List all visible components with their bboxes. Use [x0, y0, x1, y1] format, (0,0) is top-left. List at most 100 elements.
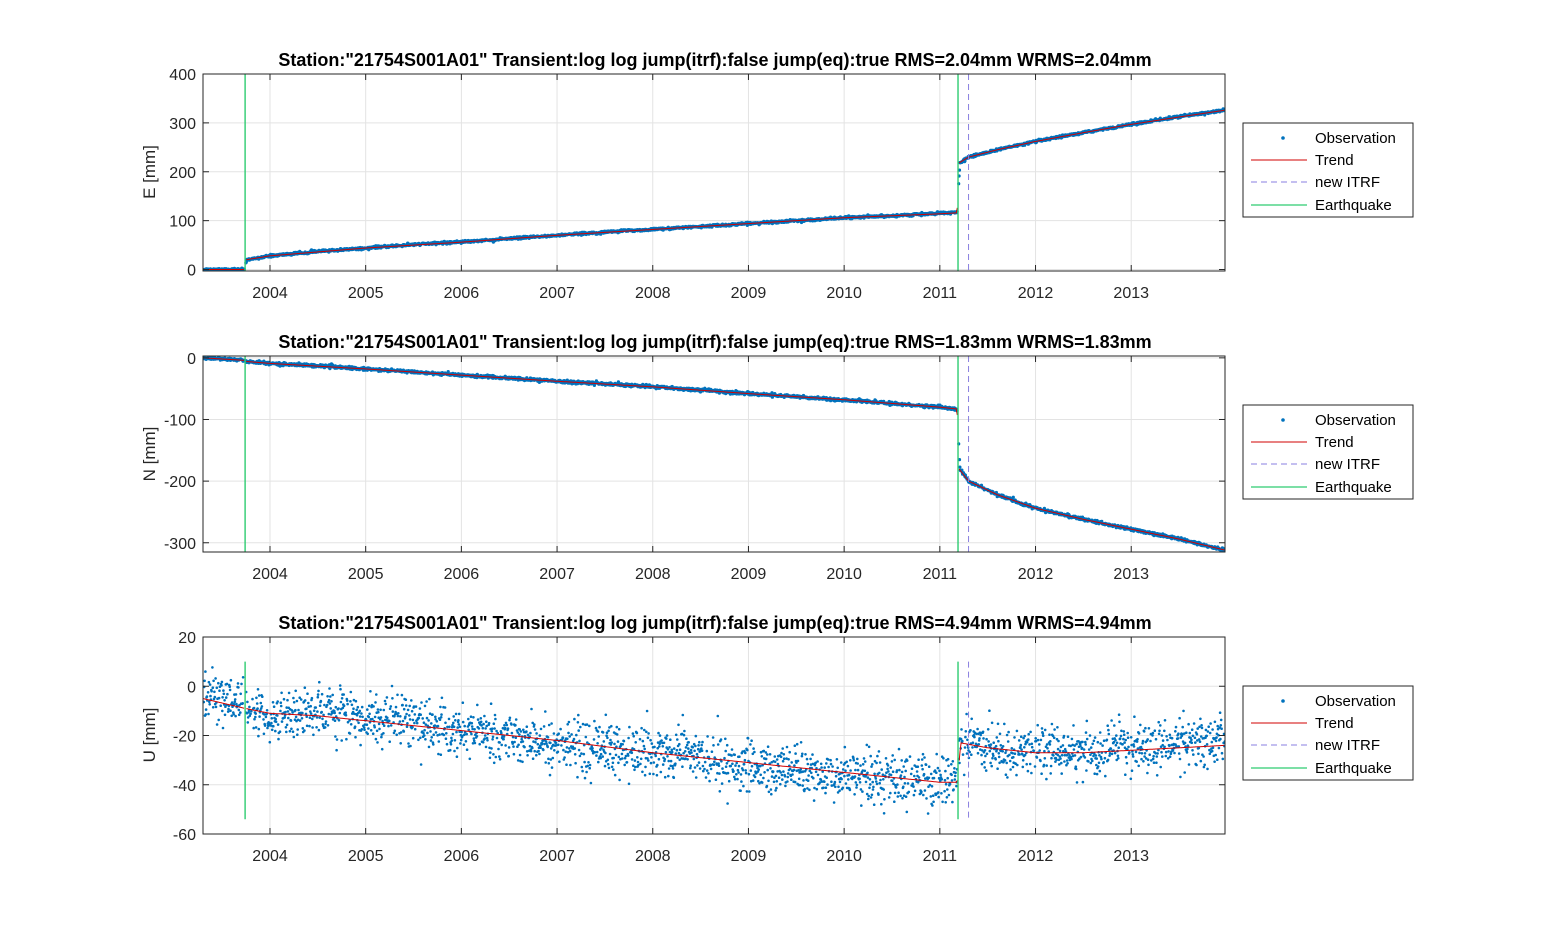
y-tick-label: 100 — [169, 214, 196, 231]
legend-observation-marker — [1281, 136, 1285, 140]
legend-trend-label: Trend — [1315, 152, 1354, 169]
observation-point — [211, 686, 215, 689]
x-tick-label: 2006 — [444, 285, 480, 302]
y-tick-label: 0 — [187, 263, 196, 280]
observation-point — [221, 696, 224, 699]
x-tick-label: 2013 — [1113, 285, 1149, 302]
observation-point — [224, 696, 228, 699]
observation-point — [228, 685, 231, 688]
observation-point — [214, 705, 218, 709]
observation-point — [203, 679, 206, 683]
x-tick-label: 2011 — [923, 566, 958, 583]
plot-background — [203, 356, 1225, 552]
x-tick-label: 2004 — [252, 285, 288, 302]
x-tick-label: 2011 — [923, 285, 958, 302]
observation-point — [226, 710, 230, 713]
panel-north: Station:"21754S001A01" Transient:log log… — [140, 332, 1414, 583]
data-layer — [203, 74, 1225, 271]
data-layer — [203, 661, 1225, 820]
observation-point — [1203, 113, 1207, 117]
observation-point — [215, 686, 219, 690]
observation-point — [215, 723, 219, 726]
trend-line — [958, 468, 1225, 551]
x-tick-label: 2004 — [252, 566, 288, 583]
observation-point — [206, 691, 210, 694]
legend-observation-label: Observation — [1315, 412, 1396, 429]
chart-title: Station:"21754S001A01" Transient:log log… — [278, 50, 1151, 70]
trend-line — [246, 207, 958, 261]
legend-box — [1242, 404, 1414, 500]
y-tick-label: 200 — [169, 165, 196, 182]
observation-point — [233, 700, 237, 703]
legend: Observation Trend new ITRF Earthquake — [1242, 404, 1414, 500]
x-tick-label: 2010 — [826, 566, 862, 583]
trend-line — [246, 360, 958, 416]
plot-area: 2004 2005 2006 2007 2008 2009 2010 2011 2012 2013… — [173, 630, 1226, 865]
x-tick-label: 2009 — [731, 285, 767, 302]
x-tick-label: 2008 — [635, 285, 671, 302]
plot-area: 2004 2005 2006 2007 2008 2009 2010 2011 2012 2013… — [164, 351, 1226, 583]
observation-point — [226, 692, 229, 696]
observation-point — [222, 692, 226, 696]
observation-point — [203, 700, 206, 704]
observation-point — [232, 713, 235, 716]
plot-background — [203, 74, 1225, 271]
axes-frame — [202, 355, 1226, 553]
observation-point — [1011, 495, 1015, 499]
y-tick-label: 400 — [169, 67, 196, 84]
legend-observation-label: Observation — [1315, 130, 1396, 147]
observation-point — [994, 490, 999, 495]
observation-point — [209, 694, 212, 698]
observation-point — [208, 700, 211, 704]
legend-box — [1242, 122, 1414, 218]
observation-point — [230, 701, 234, 704]
chart-title: Station:"21754S001A01" Transient:log log… — [278, 332, 1151, 352]
x-tick-label: 2005 — [348, 566, 384, 583]
observation-point — [228, 688, 232, 692]
observation-point — [217, 718, 220, 722]
observation-point — [446, 370, 450, 374]
x-tick-label: 2008 — [635, 566, 671, 583]
legend-trend-label: Trend — [1315, 434, 1354, 451]
panel-up: Station:"21754S001A01" Transient:log log… — [140, 613, 1414, 865]
observation-point — [207, 712, 210, 716]
legend: Observation Trend new ITRF Earthquake — [1242, 122, 1414, 218]
observation-point — [219, 704, 222, 707]
observation-point — [218, 689, 221, 692]
x-tick-label: 2012 — [1018, 285, 1054, 302]
y-tick-label: 300 — [169, 116, 196, 133]
plot-area: 2004 2005 2006 2007 2008 2009 2010 2011 2012 2013… — [169, 67, 1226, 302]
observation-point — [211, 706, 215, 709]
observation-point — [230, 714, 233, 718]
y-tick-label: -300 — [164, 536, 196, 553]
y-axis-label: N [mm] — [140, 427, 159, 482]
trend-line — [203, 357, 245, 361]
y-axis-label: U [mm] — [140, 708, 159, 763]
observation-point — [207, 680, 211, 684]
observation-point — [211, 666, 214, 669]
legend-earthquake-label: Earthquake — [1315, 197, 1392, 214]
data-layer — [203, 356, 1225, 552]
chart-title: Station:"21754S001A01" Transient:log log… — [278, 613, 1151, 633]
observation-point — [232, 702, 236, 706]
y-tick-label: -100 — [164, 412, 196, 429]
observation-point — [227, 707, 230, 711]
observation-point — [204, 670, 207, 673]
trend-line — [958, 109, 1225, 164]
observation-point — [204, 708, 208, 711]
x-tick-label: 2007 — [539, 566, 575, 583]
observation-point — [225, 682, 229, 686]
observation-point — [229, 709, 232, 712]
observation-point — [208, 703, 211, 706]
observation-point — [220, 680, 224, 684]
observation-point — [233, 698, 237, 701]
observation-point — [220, 684, 223, 687]
legend-new-itrf-label: new ITRF — [1315, 174, 1380, 191]
y-tick-label: -200 — [164, 474, 196, 491]
x-tick-label: 2005 — [348, 285, 384, 302]
observation-point — [223, 699, 226, 702]
legend-new-itrf-label: new ITRF — [1315, 456, 1380, 473]
observation-point — [212, 679, 215, 683]
observation-point — [221, 709, 224, 713]
